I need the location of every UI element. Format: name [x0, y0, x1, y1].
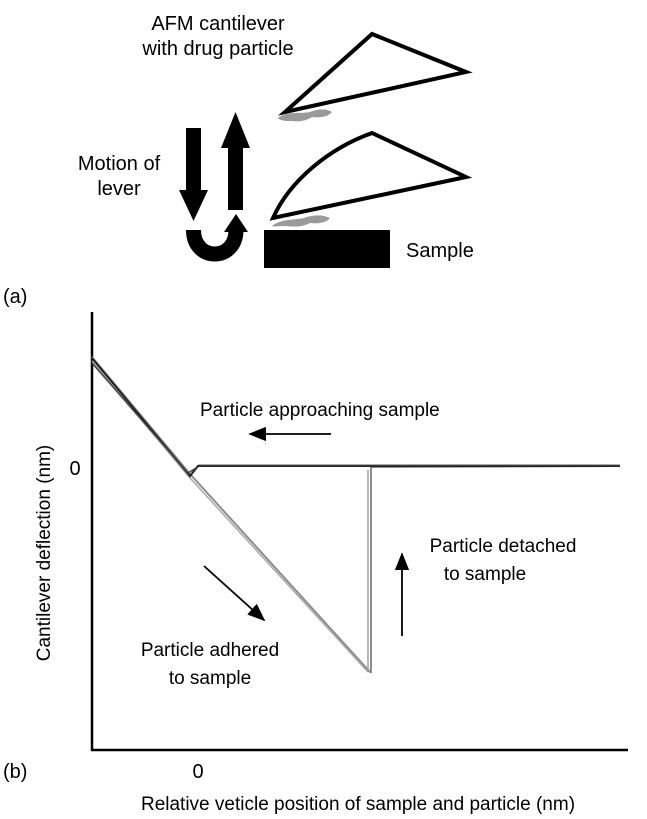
motion-label-line1: Motion of: [78, 153, 161, 175]
annotation-detached-line2: to sample: [444, 564, 526, 585]
cantilever-label-line2: with drug particle: [141, 38, 293, 60]
sample-label: Sample: [406, 240, 474, 262]
approach-curve: [91, 357, 620, 478]
y-axis-title: Cantilever deflection (nm): [34, 445, 55, 661]
y-zero-tick: 0: [69, 458, 80, 480]
panel-a-label: (a): [3, 286, 27, 308]
annotation-adhered-line2: to sample: [169, 668, 251, 689]
panel-b-label: (b): [3, 761, 27, 783]
cantilever-top: [277, 31, 473, 116]
panel-b: 0 0 (b) Cantilever deflection (nm) Relat…: [3, 312, 628, 815]
x-zero-tick: 0: [192, 761, 203, 783]
arrow-down-right-icon: [203, 565, 266, 622]
annotation-detached-line1: Particle detached: [430, 536, 577, 557]
annotation-adhered-line1: Particle adhered: [141, 640, 279, 661]
cantilever-label-line1: AFM cantilever: [151, 13, 285, 35]
panel-a: AFM cantilever with drug particle Sample…: [3, 13, 474, 308]
sample-block: [264, 230, 390, 268]
motion-label-line2: lever: [97, 178, 141, 200]
x-axis-title: Relative veticle position of sample and …: [141, 794, 575, 815]
annotation-approaching: Particle approaching sample: [200, 400, 440, 421]
motion-arrow-icon: [179, 112, 250, 262]
drug-particle-top: [278, 109, 332, 122]
drug-particle-bottom: [272, 215, 330, 227]
cantilever-bottom: [269, 130, 473, 221]
